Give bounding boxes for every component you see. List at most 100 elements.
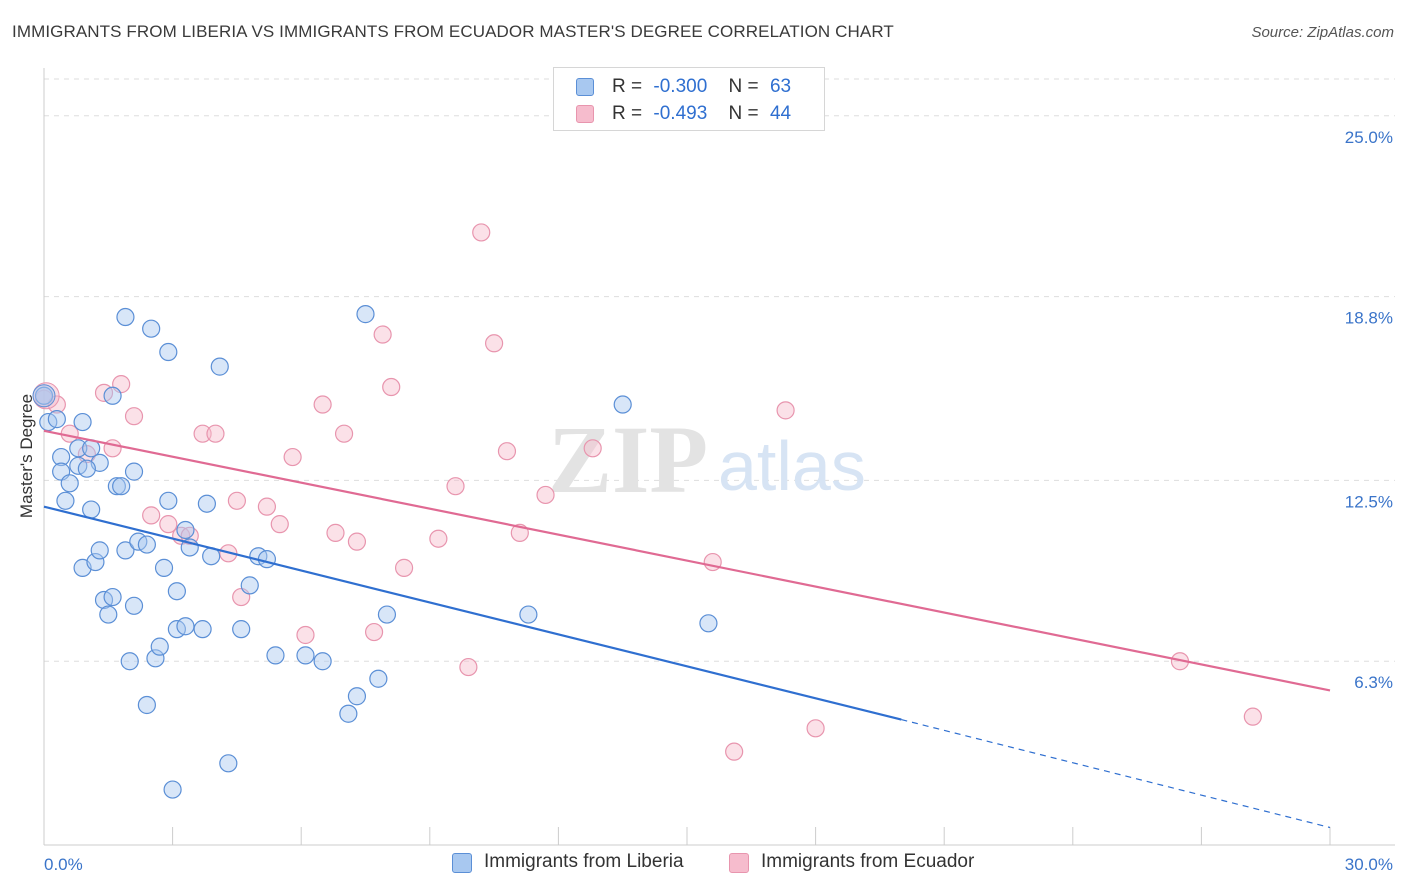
liberia-point bbox=[137, 535, 156, 554]
ecuador-point bbox=[193, 424, 212, 443]
ecuador-trend-line bbox=[43, 429, 1331, 692]
liberia-point bbox=[176, 617, 195, 636]
liberia-point bbox=[313, 652, 332, 671]
r-label: R = bbox=[612, 76, 643, 97]
liberia-point bbox=[296, 646, 315, 665]
watermark: ZIP atlas bbox=[548, 406, 866, 513]
liberia-point bbox=[210, 357, 229, 376]
ecuador-point bbox=[394, 558, 414, 577]
liberia-point bbox=[124, 596, 144, 615]
liberia-point bbox=[99, 605, 118, 624]
liberia-legend-swatch bbox=[452, 853, 472, 873]
chart-title: IMMIGRANTS FROM LIBERIA VS IMMIGRANTS FR… bbox=[12, 22, 894, 41]
liberia-point bbox=[519, 605, 538, 624]
ecuador-point bbox=[124, 407, 144, 426]
y-tick-label: 12.5% bbox=[1345, 492, 1393, 511]
liberia-legend-label: Immigrants from Liberia bbox=[484, 851, 684, 872]
ecuador-point bbox=[806, 719, 825, 738]
ecuador-point bbox=[283, 447, 302, 467]
liberia-point bbox=[377, 605, 397, 624]
liberia-point bbox=[82, 500, 101, 519]
trend-lines bbox=[43, 429, 1331, 829]
ecuador-point bbox=[536, 485, 555, 505]
liberia-point bbox=[232, 620, 251, 639]
liberia-point bbox=[124, 462, 144, 481]
ecuador-point bbox=[776, 401, 795, 420]
ecuador-point bbox=[159, 515, 178, 534]
liberia-point bbox=[159, 342, 178, 362]
liberia-point bbox=[56, 491, 75, 510]
ecuador-point bbox=[326, 523, 345, 542]
ecuador-point bbox=[227, 491, 246, 510]
liberia-point bbox=[159, 491, 178, 510]
liberia-point bbox=[86, 552, 105, 572]
liberia-point bbox=[613, 395, 632, 414]
ecuador-point bbox=[270, 515, 289, 534]
liberia-n-value: 63 bbox=[769, 76, 792, 97]
liberia-point bbox=[369, 669, 388, 688]
liberia-point bbox=[146, 649, 165, 668]
liberia-point bbox=[339, 704, 358, 723]
liberia-points bbox=[32, 305, 718, 799]
liberia-point bbox=[197, 494, 216, 513]
liberia-point bbox=[60, 474, 79, 493]
axis-labels: 6.3% 12.5% 18.8% 25.0% 0.0% 30.0% bbox=[44, 128, 1393, 874]
ecuador-point bbox=[1243, 707, 1262, 726]
ecuador-swatch bbox=[576, 105, 594, 123]
y-tick-label: 18.8% bbox=[1345, 309, 1393, 328]
ecuador-point bbox=[206, 424, 225, 443]
liberia-point bbox=[73, 412, 92, 432]
ecuador-point bbox=[313, 395, 332, 414]
ecuador-point bbox=[725, 742, 744, 761]
y-tick-label: 25.0% bbox=[1345, 128, 1393, 147]
liberia-point bbox=[240, 576, 259, 595]
n-label: N = bbox=[728, 76, 759, 97]
ecuador-point bbox=[583, 439, 602, 458]
source-label: Source: ZipAtlas.com bbox=[1251, 24, 1394, 41]
grid-layer bbox=[44, 78, 1395, 662]
watermark-atlas: atlas bbox=[718, 427, 866, 505]
ecuador-r-value: -0.493 bbox=[653, 103, 708, 124]
n-label: N = bbox=[728, 103, 759, 124]
liberia-point bbox=[150, 637, 169, 656]
liberia-trend-extension bbox=[901, 718, 1331, 829]
liberia-point bbox=[137, 695, 156, 715]
liberia-point bbox=[257, 550, 277, 569]
r-label: R = bbox=[612, 103, 643, 124]
liberia-point bbox=[52, 447, 71, 467]
ecuador-point bbox=[382, 377, 401, 397]
liberia-point bbox=[219, 754, 238, 773]
ecuador-point bbox=[446, 477, 465, 496]
liberia-point bbox=[116, 541, 135, 560]
liberia-r-value: -0.300 bbox=[653, 76, 708, 97]
ecuador-point bbox=[472, 223, 491, 242]
liberia-point bbox=[77, 459, 96, 478]
liberia-point bbox=[103, 587, 122, 607]
liberia-trend-line bbox=[43, 505, 902, 721]
liberia-point-large bbox=[32, 384, 56, 408]
y-axis-title: Master's Degree bbox=[17, 394, 36, 518]
liberia-point bbox=[176, 520, 195, 540]
ecuador-point bbox=[485, 334, 504, 353]
liberia-point bbox=[356, 305, 375, 324]
x-tick-label-start: 0.0% bbox=[44, 855, 83, 874]
liberia-point bbox=[266, 646, 285, 665]
ecuador-point bbox=[296, 625, 315, 645]
ecuador-point bbox=[334, 424, 354, 443]
liberia-point bbox=[120, 652, 139, 671]
watermark-zip: ZIP bbox=[548, 406, 708, 513]
liberia-point bbox=[347, 687, 367, 706]
liberia-point bbox=[142, 319, 161, 338]
ecuador-point bbox=[497, 442, 517, 461]
correlation-legend: R = -0.300 N = 63 R = -0.493 N = 44 bbox=[553, 67, 825, 131]
liberia-point bbox=[699, 614, 718, 633]
liberia-point bbox=[193, 620, 212, 639]
liberia-point bbox=[163, 780, 182, 799]
liberia-point bbox=[154, 558, 174, 577]
ecuador-point bbox=[429, 529, 448, 548]
ecuador-n-value: 44 bbox=[769, 103, 792, 124]
liberia-swatch bbox=[576, 78, 594, 96]
ecuador-point bbox=[459, 657, 478, 677]
liberia-point bbox=[107, 477, 126, 496]
